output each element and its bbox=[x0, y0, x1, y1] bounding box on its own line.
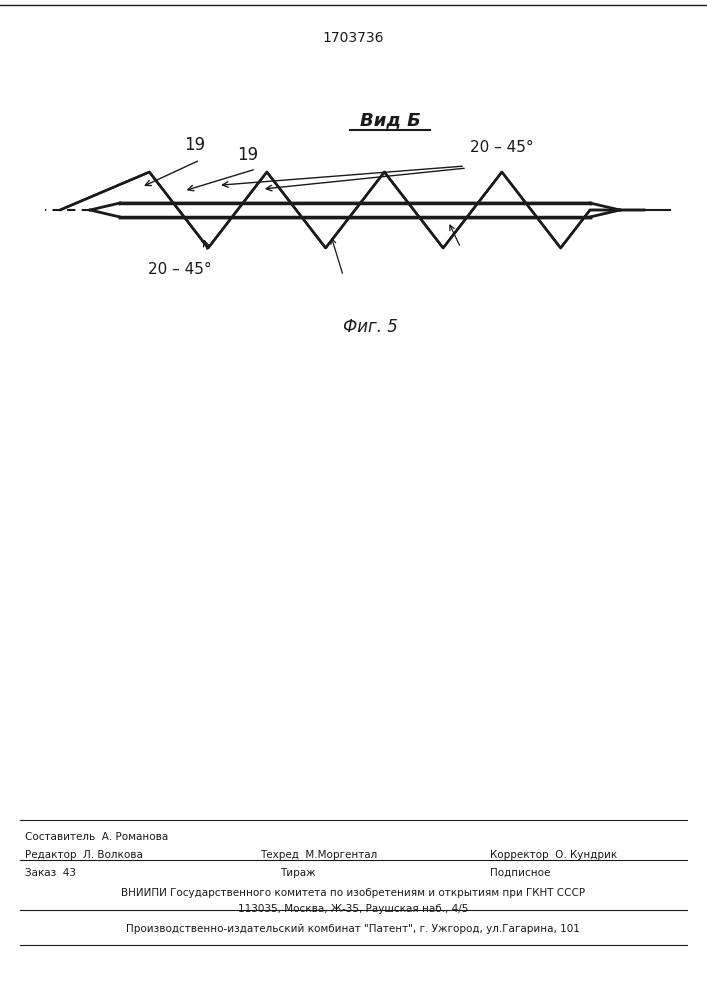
Text: Техред  М.Моргентал: Техред М.Моргентал bbox=[260, 850, 378, 860]
Text: Корректор  О. Кундрик: Корректор О. Кундрик bbox=[490, 850, 617, 860]
Text: Фиг. 5: Фиг. 5 bbox=[343, 318, 397, 336]
Text: Составитель  А. Романова: Составитель А. Романова bbox=[25, 832, 168, 842]
Text: ВНИИПИ Государственного комитета по изобретениям и открытиям при ГКНТ СССР: ВНИИПИ Государственного комитета по изоб… bbox=[121, 888, 585, 898]
Text: 19: 19 bbox=[238, 146, 259, 164]
Text: Тираж: Тираж bbox=[280, 868, 315, 878]
Text: 19: 19 bbox=[185, 136, 206, 154]
Text: Производственно-издательский комбинат "Патент", г. Ужгород, ул.Гагарина, 101: Производственно-издательский комбинат "П… bbox=[126, 924, 580, 934]
Text: Заказ  43: Заказ 43 bbox=[25, 868, 76, 878]
Text: 20 – 45°: 20 – 45° bbox=[470, 140, 534, 155]
Bar bbox=[120, 203, 590, 217]
Text: Редактор  Л. Волкова: Редактор Л. Волкова bbox=[25, 850, 143, 860]
Text: 20 – 45°: 20 – 45° bbox=[148, 262, 211, 277]
Text: 113035, Москва, Ж-35, Раушская наб., 4/5: 113035, Москва, Ж-35, Раушская наб., 4/5 bbox=[238, 904, 468, 914]
Text: 1703736: 1703736 bbox=[322, 31, 384, 45]
Text: Подписное: Подписное bbox=[490, 868, 550, 878]
Text: Вид Б: Вид Б bbox=[360, 111, 421, 129]
